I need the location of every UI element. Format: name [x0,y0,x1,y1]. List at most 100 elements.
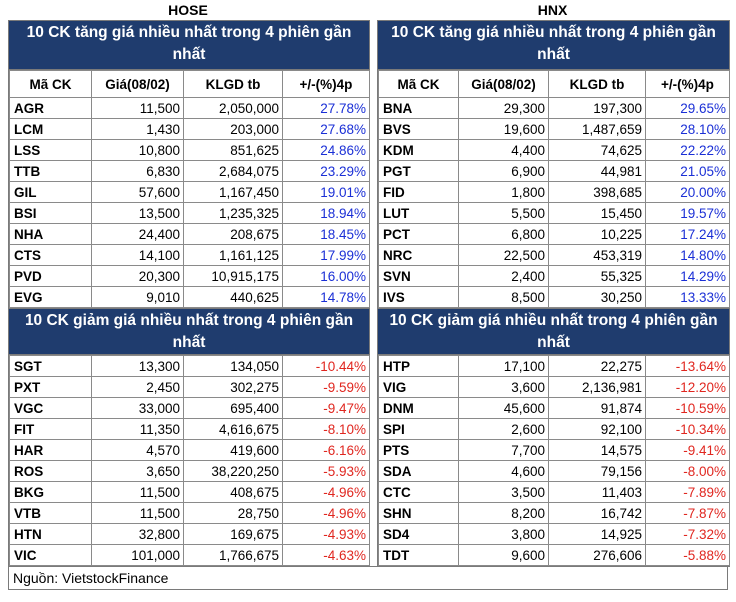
table-row: PGT 6,900 44,981 21.05% [378,160,730,182]
avg-volume: 91,874 [548,397,646,419]
stock-code: LCM [9,118,92,140]
change-percent: 24.86% [282,139,370,161]
table-row: BSI 13,500 1,235,325 18.94% [9,202,370,224]
table-row: SD4 3,800 14,925 -7.32% [378,523,730,545]
change-percent: -9.47% [282,397,370,419]
hnx-gainers-table: Mã CK Giá(08/02) KLGD tb +/-(%)4p BNA 29,… [378,70,730,308]
stock-code: HAR [9,439,92,461]
table-row: SGT 13,300 134,050 -10.44% [9,355,370,377]
hnx-losers-table: HTP 17,100 22,275 -13.64% VIG 3,600 2,136,981-… [378,355,730,566]
table-row: TDT 9,600 276,606 -5.88% [378,544,730,566]
price: 11,500 [91,502,184,524]
table-row: BNA 29,300 197,300 29.65% [378,97,730,119]
avg-volume: 203,000 [183,118,283,140]
price: 10,800 [91,139,184,161]
source-note: Nguồn: VietstockFinance [8,566,728,590]
table-row: VGC 33,000 695,400 -9.47% [9,397,370,419]
price: 33,000 [91,397,184,419]
price: 17,100 [458,355,549,377]
price: 4,600 [458,460,549,482]
change-percent: -7.89% [645,481,730,503]
stock-code: BNA [378,97,459,119]
hose-losers-title: 10 CK giảm giá nhiều nhất trong 4 phiên … [9,309,369,355]
price: 11,350 [91,418,184,440]
change-percent: 27.78% [282,97,370,119]
avg-volume: 1,161,125 [183,244,283,266]
stock-code: SGT [9,355,92,377]
avg-volume: 92,100 [548,418,646,440]
price: 3,800 [458,523,549,545]
stock-code: BKG [9,481,92,503]
change-percent: -6.16% [282,439,370,461]
col-volume-header: KLGD tb [183,70,283,98]
price: 4,570 [91,439,184,461]
change-percent: 13.33% [645,286,730,308]
avg-volume: 38,220,250 [183,460,283,482]
table-row: HTN 32,800 169,675 -4.93% [9,523,370,545]
change-percent: -12.20% [645,376,730,398]
avg-volume: 695,400 [183,397,283,419]
price: 13,500 [91,202,184,224]
stock-code: TDT [378,544,459,566]
table-row: BKG 11,500 408,675 -4.96% [9,481,370,503]
change-percent: -10.59% [645,397,730,419]
hose-gainers-table: Mã CK Giá(08/02) KLGD tb +/-(%)4p AGR 11,… [9,70,370,308]
avg-volume: 408,675 [183,481,283,503]
price: 101,000 [91,544,184,566]
avg-volume: 16,742 [548,502,646,524]
change-percent: -7.87% [645,502,730,524]
avg-volume: 10,915,175 [183,265,283,287]
col-change-header: +/-(%)4p [645,70,730,98]
col-price-header: Giá(08/02) [91,70,184,98]
hnx-losers-title: 10 CK giảm giá nhiều nhất trong 4 phiên … [378,309,729,355]
stock-code: HTN [9,523,92,545]
table-row: NRC 22,500 453,319 14.80% [378,244,730,266]
table-row: PVD 20,300 10,915,175 16.00% [9,265,370,287]
table-row: PXT 2,450 302,275 -9.59% [9,376,370,398]
stock-code: SVN [378,265,459,287]
change-percent: -8.00% [645,460,730,482]
table-row: BVS 19,600 1,487,659 28.10% [378,118,730,140]
table-row: FID 1,800 398,685 20.00% [378,181,730,203]
price: 13,300 [91,355,184,377]
table-row: ROS 3,650 38,220,250 -5.93% [9,460,370,482]
price: 20,300 [91,265,184,287]
table-row: TTB 6,830 2,684,075 23.29% [9,160,370,182]
stock-code: PXT [9,376,92,398]
price: 6,830 [91,160,184,182]
avg-volume: 1,766,675 [183,544,283,566]
change-percent: -4.63% [282,544,370,566]
stock-code: BVS [378,118,459,140]
price: 7,700 [458,439,549,461]
stock-code: BSI [9,202,92,224]
table-row: GIL 57,600 1,167,450 19.01% [9,181,370,203]
stock-code: VGC [9,397,92,419]
change-percent: -10.34% [645,418,730,440]
stock-code: NHA [9,223,92,245]
avg-volume: 197,300 [548,97,646,119]
change-percent: 29.65% [645,97,730,119]
hnx-label: HNX [537,2,568,18]
change-percent: -4.96% [282,481,370,503]
stock-code: VIC [9,544,92,566]
change-percent: 19.57% [645,202,730,224]
stock-code: LSS [9,139,92,161]
change-percent: 14.80% [645,244,730,266]
price: 1,800 [458,181,549,203]
price: 4,400 [458,139,549,161]
avg-volume: 22,275 [548,355,646,377]
change-percent: 18.94% [282,202,370,224]
stock-code: ROS [9,460,92,482]
stock-code: TTB [9,160,92,182]
price: 8,500 [458,286,549,308]
table-row: SHN 8,200 16,742 -7.87% [378,502,730,524]
avg-volume: 419,600 [183,439,283,461]
avg-volume: 74,625 [548,139,646,161]
col-change-header: +/-(%)4p [282,70,370,98]
table-row: PTS 7,700 14,575 -9.41% [378,439,730,461]
col-volume-header: KLGD tb [548,70,646,98]
table-row: HTP 17,100 22,275 -13.64% [378,355,730,377]
table-row: LUT 5,500 15,450 19.57% [378,202,730,224]
hnx-gainers-panel: 10 CK tăng giá nhiều nhất trong 4 phiên … [377,20,730,309]
table-row: AGR 11,500 2,050,000 27.78% [9,97,370,119]
